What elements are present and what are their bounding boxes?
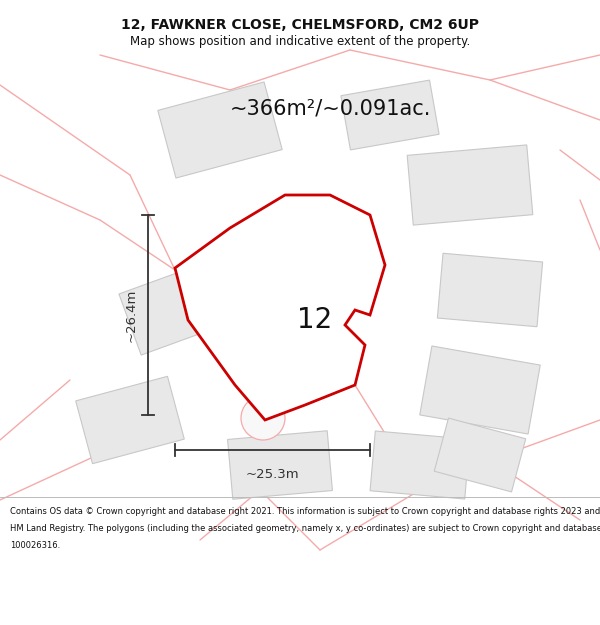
Text: ~366m²/~0.091ac.: ~366m²/~0.091ac. [230, 98, 431, 118]
Polygon shape [434, 418, 526, 492]
Polygon shape [119, 265, 221, 355]
Text: HM Land Registry. The polygons (including the associated geometry, namely x, y c: HM Land Registry. The polygons (includin… [10, 524, 600, 533]
Text: 12, FAWKNER CLOSE, CHELMSFORD, CM2 6UP: 12, FAWKNER CLOSE, CHELMSFORD, CM2 6UP [121, 18, 479, 32]
Text: ~25.3m: ~25.3m [245, 468, 299, 481]
Polygon shape [158, 82, 282, 178]
Text: 100026316.: 100026316. [10, 541, 60, 550]
Polygon shape [175, 195, 385, 420]
Text: 12: 12 [298, 306, 332, 334]
Polygon shape [437, 253, 542, 327]
Polygon shape [420, 346, 540, 434]
Text: Map shows position and indicative extent of the property.: Map shows position and indicative extent… [130, 35, 470, 48]
Polygon shape [370, 431, 470, 499]
Text: ~26.4m: ~26.4m [125, 288, 138, 342]
Text: Contains OS data © Crown copyright and database right 2021. This information is : Contains OS data © Crown copyright and d… [10, 507, 600, 516]
Polygon shape [407, 145, 533, 225]
Polygon shape [227, 431, 332, 499]
Circle shape [241, 396, 285, 440]
Polygon shape [341, 80, 439, 150]
Polygon shape [76, 376, 184, 464]
